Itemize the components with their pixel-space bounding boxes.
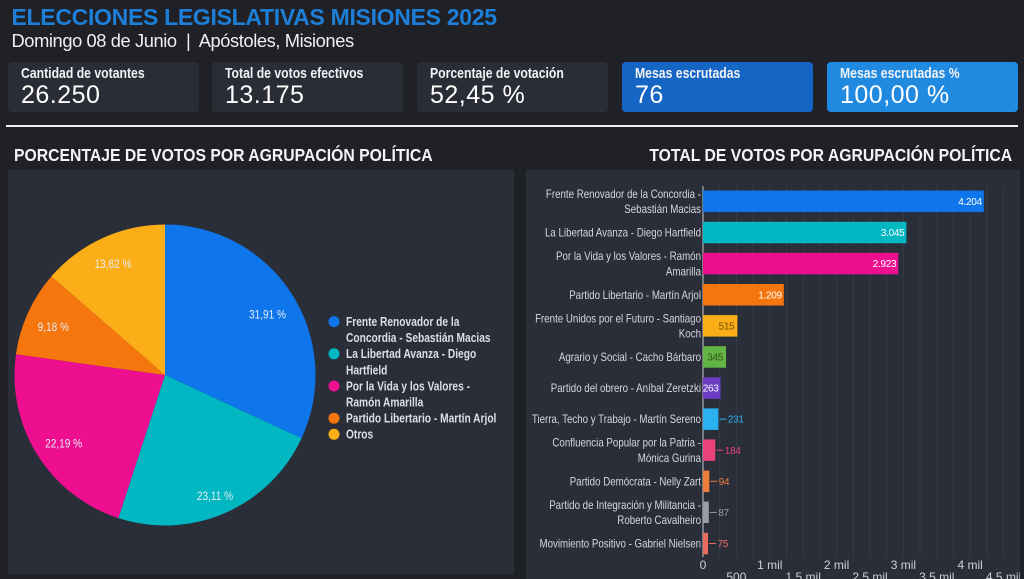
svg-text:2 mil: 2 mil (824, 558, 849, 572)
svg-text:13,62 %: 13,62 % (95, 257, 132, 271)
svg-text:184: 184 (725, 446, 742, 457)
svg-text:1.209: 1.209 (758, 290, 782, 301)
svg-text:4.5 mil: 4.5 mil (986, 570, 1020, 579)
svg-text:Concordia - Sebastián Macias: Concordia - Sebastián Macias (346, 330, 491, 345)
svg-text:1 mil: 1 mil (757, 558, 782, 572)
svg-text:Partido Demócrata - Nelly Zart: Partido Demócrata - Nelly Zart (570, 474, 702, 488)
svg-text:4 mil: 4 mil (958, 558, 983, 572)
svg-text:Ramón Amarilla: Ramón Amarilla (346, 395, 424, 410)
svg-text:500: 500 (726, 570, 746, 579)
svg-text:3 mil: 3 mil (891, 558, 916, 572)
svg-text:Frente Renovador de la: Frente Renovador de la (346, 314, 460, 329)
svg-text:Partido de Integración y Milit: Partido de Integración y Militancia - (549, 498, 701, 512)
svg-text:2.923: 2.923 (873, 259, 897, 270)
svg-text:Tierra, Techo y Trabajo - Mart: Tierra, Techo y Trabajo - Martín Sereno (532, 412, 701, 426)
svg-text:31,91 %: 31,91 % (249, 308, 286, 322)
svg-text:Movimiento Positivo - Gabriel: Movimiento Positivo - Gabriel Nielsen (540, 537, 702, 551)
svg-text:Frente Renovador de la Concord: Frente Renovador de la Concordia - (546, 187, 701, 201)
svg-text:La Libertad Avanza - Diego: La Libertad Avanza - Diego (346, 346, 476, 361)
svg-text:La Libertad Avanza - Diego Har: La Libertad Avanza - Diego Hartfield (545, 226, 701, 240)
svg-text:Koch: Koch (679, 327, 701, 341)
svg-text:0: 0 (700, 558, 707, 572)
svg-text:87: 87 (718, 508, 729, 519)
svg-text:23,11 %: 23,11 % (197, 489, 233, 503)
svg-text:Por la Vida y los Valores -: Por la Vida y los Valores - (346, 378, 470, 393)
svg-text:4.204: 4.204 (958, 197, 982, 208)
svg-text:Partido Libertario - Martín Ar: Partido Libertario - Martín Arjol (569, 288, 701, 302)
svg-text:Mónica Gurina: Mónica Gurina (638, 451, 701, 465)
svg-text:Agrario y Social - Cacho Bárba: Agrario y Social - Cacho Bárbaro (559, 350, 701, 364)
svg-text:Amarilla: Amarilla (666, 264, 701, 278)
svg-text:Otros: Otros (346, 427, 373, 442)
svg-text:Partido Libertario - Martín Ar: Partido Libertario - Martín Arjol (346, 411, 496, 426)
svg-text:Por la Vida y los Valores - Ra: Por la Vida y los Valores - Ramón (556, 249, 701, 263)
svg-text:2.5 mil: 2.5 mil (852, 570, 887, 579)
svg-text:3.045: 3.045 (881, 228, 905, 239)
svg-text:94: 94 (719, 477, 730, 488)
svg-text:515: 515 (719, 321, 736, 332)
svg-text:Partido del obrero - Aníbal Ze: Partido del obrero - Aníbal Zeretzki (551, 381, 701, 395)
svg-text:345: 345 (707, 353, 724, 364)
svg-text:231: 231 (728, 415, 745, 426)
svg-text:75: 75 (718, 539, 729, 550)
svg-text:1.5 mil: 1.5 mil (786, 570, 821, 579)
svg-text:Roberto Cavalheiro: Roberto Cavalheiro (617, 513, 701, 527)
svg-text:Hartfield: Hartfield (346, 362, 387, 377)
svg-text:Confluencia Popular por la Pat: Confluencia Popular por la Patria - (552, 436, 701, 450)
svg-text:Sebastián Macias: Sebastián Macias (624, 202, 701, 216)
svg-text:Frente Unidos por el Futuro -: Frente Unidos por el Futuro - Santiago (535, 311, 701, 325)
svg-text:9,18 %: 9,18 % (38, 320, 70, 334)
svg-text:22,19 %: 22,19 % (45, 436, 82, 450)
svg-text:263: 263 (703, 384, 720, 395)
svg-text:3.5 mil: 3.5 mil (919, 570, 954, 579)
